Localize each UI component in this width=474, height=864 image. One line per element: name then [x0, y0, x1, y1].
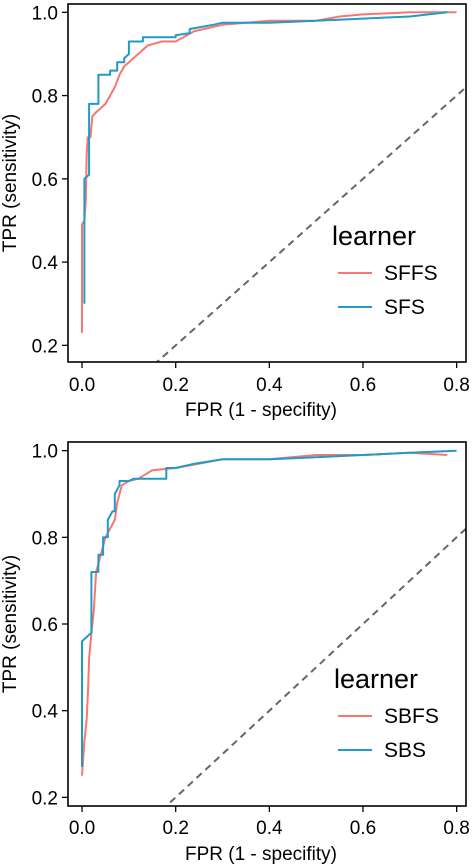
- roc-panel-bottom: 0.0 0.2 0.4 0.6 0.8 0.2 0.4 0.6 0.8 1.0 FPR (1 - s…: [0, 441, 470, 864]
- y-axis-title: TPR (sensitivity): [0, 114, 21, 252]
- legend-label-sffs: SFFS: [384, 262, 438, 285]
- x-tick-label: 0.0: [69, 818, 95, 839]
- x-tick-label: 0.8: [443, 818, 469, 839]
- y-tick-label: 0.2: [32, 788, 58, 809]
- x-tick-label: 0.4: [256, 818, 283, 839]
- reference-diagonal-line: [164, 527, 466, 806]
- x-tick-label: 0.6: [350, 818, 376, 839]
- y-tick-label: 0.4: [32, 702, 59, 723]
- x-axis-title: FPR (1 - specifity): [185, 844, 337, 864]
- plot-border: [67, 3, 467, 363]
- reference-diagonal-line: [155, 85, 466, 362]
- x-axis-title: FPR (1 - specifity): [185, 400, 337, 421]
- y-axis-title: TPR (sensitivity): [0, 555, 21, 693]
- series-line-sbs: [81, 449, 457, 767]
- y-tick-label: 0.8: [32, 87, 58, 108]
- x-tick-label: 0.8: [443, 375, 469, 396]
- x-tick-label: 0.2: [162, 375, 188, 396]
- legend-label-sbs: SBS: [384, 739, 426, 762]
- x-tick-label: 0.0: [69, 375, 95, 396]
- roc-panel-top: 0.0 0.2 0.4 0.6 0.8 0.2 0.4 0.6 0.8 1.0 FPR (1 - s…: [0, 3, 470, 421]
- x-tick-label: 0.2: [162, 818, 188, 839]
- y-tick-label: 1.0: [32, 442, 58, 463]
- y-tick-label: 0.6: [32, 170, 58, 191]
- legend-title: learner: [334, 664, 418, 694]
- legend-label-sbfs: SBFS: [384, 705, 439, 728]
- x-tick-label: 0.6: [350, 375, 376, 396]
- x-tick-label: 0.4: [256, 375, 283, 396]
- legend-title: learner: [332, 221, 416, 251]
- y-tick-label: 0.2: [32, 336, 58, 357]
- legend-label-sfs: SFS: [384, 296, 425, 319]
- y-tick-label: 0.6: [32, 615, 58, 636]
- y-tick-label: 1.0: [32, 3, 58, 24]
- y-tick-label: 0.4: [32, 253, 59, 274]
- y-tick-label: 0.8: [32, 528, 58, 549]
- series-line-sfs: [83, 11, 448, 304]
